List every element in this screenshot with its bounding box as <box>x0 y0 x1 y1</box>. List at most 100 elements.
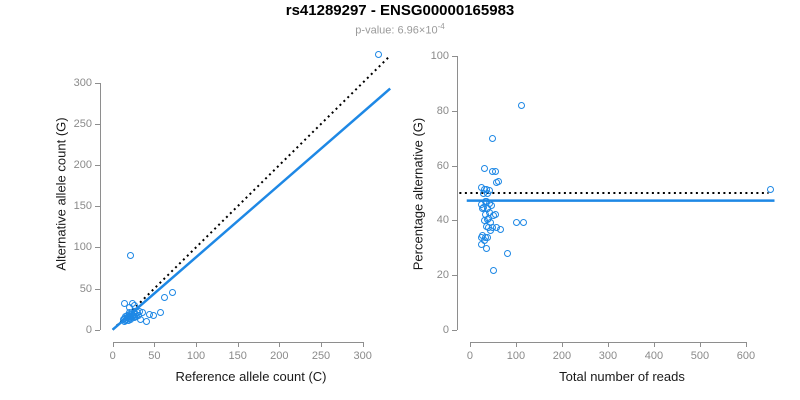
x-tick-label: 150 <box>228 350 247 362</box>
y-axis-label: Alternative allele count (G) <box>53 116 69 271</box>
plot-area <box>101 45 401 342</box>
data-point <box>520 218 528 226</box>
data-point <box>134 311 142 319</box>
y-tick-label: 50 <box>79 282 92 295</box>
y-tick-mark <box>95 82 100 84</box>
data-point <box>131 301 139 309</box>
x-tick-mark <box>279 342 281 347</box>
y-tick-label: 0 <box>442 323 449 336</box>
x-tick-label: 300 <box>598 350 618 362</box>
data-point <box>489 266 497 274</box>
y-tick-mark <box>452 275 457 277</box>
y-tick-mark <box>452 220 457 222</box>
x-tick-mark <box>699 342 701 347</box>
plot-area <box>458 45 786 342</box>
y-axis-line <box>457 55 458 330</box>
x-tick-mark <box>469 342 471 347</box>
plot-lines <box>459 191 775 202</box>
data-point <box>157 308 165 316</box>
y-tick-mark <box>95 288 100 290</box>
x-tick-mark <box>745 342 747 347</box>
x-tick-mark <box>515 342 517 347</box>
y-tick-label: 60 <box>436 159 449 172</box>
regression-line <box>111 87 391 331</box>
data-point <box>496 225 504 233</box>
data-point <box>478 240 486 248</box>
data-point <box>503 250 511 258</box>
x-tick-label: 200 <box>552 350 572 362</box>
x-tick-label: 0 <box>109 350 116 362</box>
x-tick-label: 600 <box>736 350 756 362</box>
data-point <box>149 311 157 319</box>
x-tick-mark <box>196 342 197 347</box>
y-tick-mark <box>452 110 457 112</box>
data-point <box>513 218 521 226</box>
y-tick-mark <box>95 329 100 331</box>
y-tick-label: 100 <box>73 241 92 254</box>
x-tick-mark <box>362 342 364 347</box>
y-tick-label: 250 <box>73 117 92 130</box>
y-tick-mark <box>95 165 100 167</box>
data-point <box>121 299 129 307</box>
x-axis-label: Reference allele count (C) <box>175 369 327 384</box>
y-tick-mark <box>452 329 457 331</box>
data-point <box>485 187 493 195</box>
y-tick-label: 100 <box>430 49 449 62</box>
data-point <box>489 168 497 176</box>
data-point <box>374 51 382 59</box>
x-tick-mark <box>154 342 156 347</box>
y-tick-mark <box>95 247 100 249</box>
x-tick-label: 400 <box>644 350 664 362</box>
x-tick-mark <box>607 342 609 347</box>
data-point <box>492 178 500 186</box>
pvalue-exponent: -4 <box>437 22 445 31</box>
y-tick-mark <box>95 123 100 125</box>
y-tick-label: 40 <box>436 214 449 227</box>
data-point <box>143 317 150 325</box>
x-tick-mark <box>112 342 114 347</box>
x-tick-label: 100 <box>506 350 526 362</box>
y-tick-label: 150 <box>73 200 92 213</box>
y-tick-label: 0 <box>85 323 92 336</box>
figure-subtitle: p-value: 6.96×10-4 <box>0 22 800 37</box>
y-tick-label: 20 <box>436 269 449 282</box>
data-point <box>488 202 496 210</box>
data-point <box>488 135 496 143</box>
x-tick-label: 200 <box>270 350 289 362</box>
data-point <box>489 224 497 232</box>
x-tick-label: 250 <box>311 350 331 362</box>
x-tick-label: 500 <box>690 350 710 362</box>
figure-title: rs41289297 - ENSG00000165983 <box>285 2 515 19</box>
data-point <box>489 211 497 219</box>
left-scatter-panel: Reference allele count (C) Alternative a… <box>54 45 401 384</box>
y-axis-line <box>100 82 101 330</box>
data-point <box>480 165 488 173</box>
data-point <box>160 293 168 301</box>
x-tick-mark <box>321 342 322 347</box>
y-tick-label: 200 <box>73 159 92 172</box>
data-point <box>168 288 176 296</box>
data-point <box>518 102 526 110</box>
x-axis-line <box>469 342 746 343</box>
pvalue-label: p-value: 6.96×10 <box>355 24 438 37</box>
x-tick-label: 300 <box>353 350 372 362</box>
data-point <box>127 251 135 259</box>
x-tick-mark <box>237 342 239 347</box>
y-tick-label: 80 <box>436 104 449 117</box>
y-tick-mark <box>452 55 457 57</box>
y-tick-mark <box>452 165 457 167</box>
x-tick-label: 50 <box>148 350 161 362</box>
identity-line <box>111 54 391 331</box>
x-axis-label: Total number of reads <box>559 369 685 384</box>
x-tick-label: 0 <box>466 350 474 362</box>
y-tick-mark <box>95 206 100 208</box>
plot-lines <box>111 54 391 331</box>
x-tick-mark <box>653 342 655 347</box>
x-tick-label: 100 <box>186 350 206 362</box>
x-tick-mark <box>561 342 563 347</box>
y-tick-label: 300 <box>73 76 92 89</box>
y-axis-label: Percentage alternative (G) <box>410 117 426 270</box>
data-point <box>767 185 775 193</box>
right-scatter-panel: Total number of reads Percentage alterna… <box>411 45 786 384</box>
